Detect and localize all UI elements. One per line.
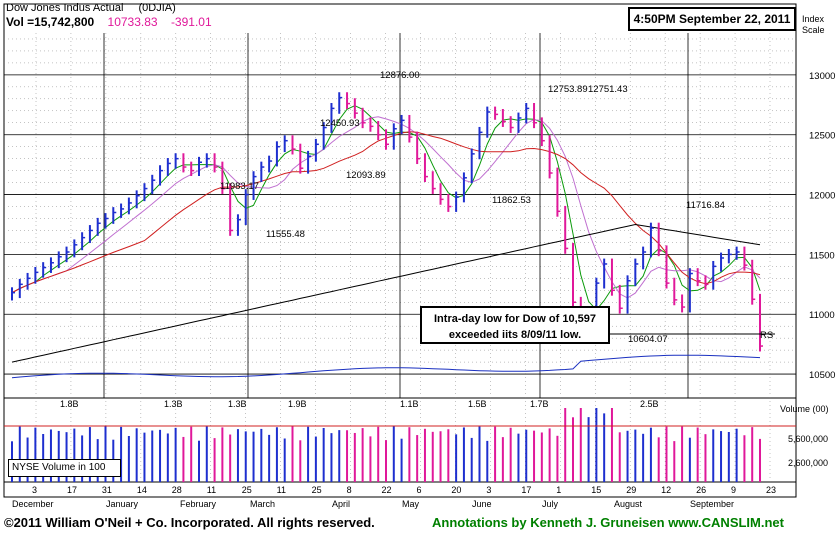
copyright-text: ©2011 William O'Neil + Co. Incorporated.… bbox=[4, 515, 375, 530]
date-tick-label: 12 bbox=[661, 485, 671, 495]
month-label: December bbox=[12, 499, 54, 509]
ma21-line bbox=[11, 116, 761, 299]
date-tick-label: 26 bbox=[696, 485, 706, 495]
volume-tick-label: 5,600,000 bbox=[788, 434, 828, 444]
month-label: January bbox=[106, 499, 139, 509]
date-tick-label: 25 bbox=[312, 485, 322, 495]
date-tick-label: 20 bbox=[451, 485, 461, 495]
month-label: February bbox=[180, 499, 217, 509]
date-tick-label: 14 bbox=[137, 485, 147, 495]
price-annotation: 12450.93 bbox=[320, 118, 360, 129]
volume-annotation: 1.8B bbox=[60, 399, 79, 409]
price-annotation: 11862.53 bbox=[492, 195, 531, 206]
price-bars bbox=[11, 92, 763, 352]
annotations-credit: Annotations by Kenneth J. Gruneisen www.… bbox=[432, 515, 784, 530]
date-tick-label: 9 bbox=[731, 485, 736, 495]
grid bbox=[3, 3, 797, 498]
month-label: May bbox=[402, 499, 420, 509]
date-tick-label: 29 bbox=[626, 485, 636, 495]
price-annotation: 12876.00 bbox=[380, 70, 420, 81]
price-annotation: 12753.89 bbox=[548, 84, 588, 95]
price-annotation: 11983.17 bbox=[220, 181, 259, 192]
date-tick-label: 11 bbox=[277, 485, 286, 495]
price-tick-label: 12500 bbox=[809, 131, 835, 142]
volume-tick-label: 2,600,000 bbox=[788, 458, 828, 468]
date-tick-label: 6 bbox=[416, 485, 421, 495]
date-tick-label: 3 bbox=[32, 485, 37, 495]
month-label: August bbox=[614, 499, 643, 509]
date-tick-label: 25 bbox=[242, 485, 252, 495]
month-label: July bbox=[542, 499, 559, 509]
volume-annotation: 1.1B bbox=[400, 399, 419, 409]
volume-price-line: Vol =15,742,800 10733.83 -391.01 bbox=[6, 15, 212, 29]
volume-annotation: 1.3B bbox=[164, 399, 183, 409]
price-annotation: 12093.89 bbox=[346, 170, 386, 181]
price-annotation: 10604.07 bbox=[628, 334, 668, 345]
rs-line bbox=[11, 354, 761, 379]
scale-label: Scale bbox=[802, 25, 825, 35]
volume-annotation: 2.5B bbox=[640, 399, 659, 409]
date-tick-label: 28 bbox=[172, 485, 182, 495]
date-tick-label: 3 bbox=[486, 485, 491, 495]
date-tick-label: 11 bbox=[207, 485, 216, 495]
callout-line-1: Intra-day low for Dow of 10,597 bbox=[434, 313, 596, 325]
volume-bars bbox=[4, 408, 796, 482]
volume-annotation: 1.5B bbox=[468, 399, 487, 409]
price-annotation: 11716.84 bbox=[686, 200, 725, 211]
date-tick-label: 23 bbox=[766, 485, 776, 495]
month-label: September bbox=[690, 499, 734, 509]
date-tick-label: 22 bbox=[382, 485, 392, 495]
price-readout: 10733.83 bbox=[107, 15, 158, 29]
index-scale-label: Index Scale bbox=[802, 14, 825, 36]
date-tick-label: 31 bbox=[102, 485, 112, 495]
month-label: March bbox=[250, 499, 275, 509]
date-tick-label: 17 bbox=[67, 485, 77, 495]
chart-symbol: (0DJIA) bbox=[138, 2, 176, 14]
volume-readout: Vol =15,742,800 bbox=[6, 15, 95, 29]
month-label: April bbox=[332, 499, 350, 509]
index-label: Index bbox=[802, 14, 825, 24]
nyse-volume-legend: NYSE Volume in 100 bbox=[8, 459, 121, 477]
change-readout: -391.01 bbox=[170, 15, 212, 29]
month-label: June bbox=[472, 499, 492, 509]
chart-title: Dow Jones Indus Actual bbox=[6, 2, 124, 14]
price-annotation: 12751.43 bbox=[588, 84, 628, 95]
price-annotation: 11555.48 bbox=[266, 229, 305, 240]
volume-annotation: 1.9B bbox=[288, 399, 307, 409]
chart-title-line: Dow Jones Indus Actual (0DJIA) bbox=[6, 2, 176, 14]
date-tick-label: 1 bbox=[556, 485, 561, 495]
price-tick-label: 11000 bbox=[809, 310, 835, 321]
date-tick-label: 17 bbox=[521, 485, 531, 495]
volume-axis-title: Volume (00) bbox=[780, 404, 829, 414]
chart-frame bbox=[3, 3, 797, 498]
date-tick-label: 8 bbox=[347, 485, 352, 495]
price-tick-label: 12000 bbox=[809, 191, 835, 202]
price-tick-label: 11500 bbox=[809, 250, 835, 261]
price-annotation: RS bbox=[760, 330, 773, 341]
price-tick-label: 13000 bbox=[809, 71, 835, 82]
callout-line-2: exceeded iits 8/09/11 low. bbox=[448, 329, 582, 341]
price-tick-label: 10500 bbox=[809, 370, 835, 381]
ma50-line bbox=[11, 131, 761, 294]
volume-annotation: 1.3B bbox=[228, 399, 247, 409]
date-tick-label: 15 bbox=[591, 485, 601, 495]
timestamp-box: 4:50PM September 22, 2011 bbox=[628, 7, 796, 31]
ma200-line bbox=[11, 223, 761, 363]
intraday-low-callout: Intra-day low for Dow of 10,597 exceeded… bbox=[420, 306, 610, 344]
volume-annotation: 1.7B bbox=[530, 399, 549, 409]
